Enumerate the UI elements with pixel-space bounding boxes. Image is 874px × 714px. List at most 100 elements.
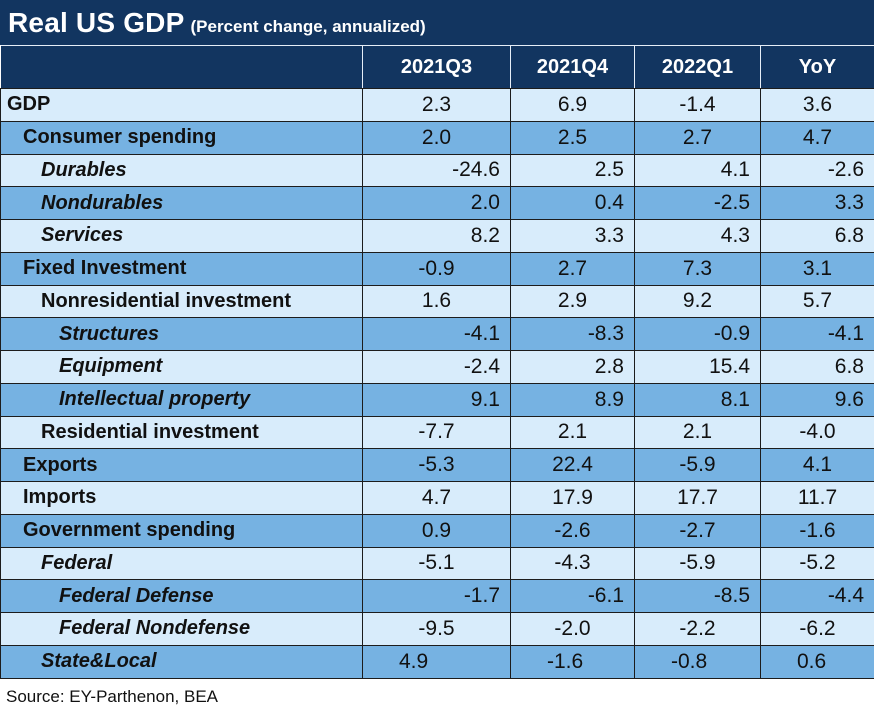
header-label-cell <box>0 45 363 89</box>
table-row: Imports 4.7 17.9 17.7 11.7 <box>0 481 874 515</box>
row-label: Durables <box>0 153 363 188</box>
value-cell-2022q1: 8.1 <box>634 382 761 417</box>
row-label: Federal Nondefense <box>0 612 363 646</box>
value-cell-2021q3: 2.3 <box>362 88 511 122</box>
value-cell-2021q3: -1.7 <box>362 579 511 613</box>
table-row: Residential investment -7.7 2.1 2.1 -4.0 <box>0 415 874 450</box>
header-col-2021q3: 2021Q3 <box>362 45 511 89</box>
value-cell-2021q3: 2.0 <box>362 186 511 220</box>
table-title: Real US GDP <box>8 7 185 38</box>
value-cell-2022q1: 17.7 <box>634 481 761 515</box>
table-row: GDP 2.3 6.9 -1.4 3.6 <box>0 88 874 122</box>
value-cell-yoy: -2.6 <box>760 153 874 188</box>
value-cell-2021q3: 4.7 <box>362 481 511 515</box>
value-cell-2022q1: -5.9 <box>634 546 761 581</box>
header-col-2021q4: 2021Q4 <box>510 45 635 89</box>
gdp-table: 2021Q3 2021Q4 2022Q1 YoY GDP 2.3 6.9 -1.4 3.… <box>0 45 874 679</box>
value-cell-2021q4: 2.8 <box>510 350 635 384</box>
row-label: Services <box>0 219 363 253</box>
value-cell-2022q1: 2.1 <box>634 415 761 450</box>
value-cell-2022q1: -0.8 <box>634 644 761 679</box>
row-label: Exports <box>0 448 363 482</box>
table-row: Fixed Investment -0.9 2.7 7.3 3.1 <box>0 251 874 286</box>
value-cell-2022q1: -5.9 <box>634 448 761 482</box>
value-cell-2022q1: -8.5 <box>634 579 761 613</box>
table-row: Structures -4.1 -8.3 -0.9 -4.1 <box>0 317 874 351</box>
source-note: Source: EY-Parthenon, BEA <box>6 687 219 706</box>
value-cell-2021q4: 2.7 <box>510 251 635 286</box>
value-cell-2021q4: 3.3 <box>510 219 635 253</box>
value-cell-yoy: 6.8 <box>760 350 874 384</box>
table-row: Federal -5.1 -4.3 -5.9 -5.2 <box>0 546 874 581</box>
value-cell-2021q3: -24.6 <box>362 153 511 188</box>
table-row: Nonresidential investment 1.6 2.9 9.2 5.7 <box>0 284 874 319</box>
value-cell-2022q1: 7.3 <box>634 251 761 286</box>
value-cell-2021q4: -6.1 <box>510 579 635 613</box>
value-cell-2021q3: 8.2 <box>362 219 511 253</box>
value-cell-2021q3: 0.9 <box>362 513 511 548</box>
table-row: Intellectual property 9.1 8.9 8.1 9.6 <box>0 382 874 417</box>
table-row: State&Local 4.9 -1.6 -0.8 0.6 <box>0 644 874 679</box>
value-cell-2021q3: -0.9 <box>362 251 511 286</box>
value-cell-2021q3: 2.0 <box>362 120 511 155</box>
table-row: Equipment -2.4 2.8 15.4 6.8 <box>0 350 874 384</box>
table-row: Exports -5.3 22.4 -5.9 4.1 <box>0 448 874 482</box>
row-label: Structures <box>0 317 363 351</box>
value-cell-2021q3: 9.1 <box>362 382 511 417</box>
value-cell-yoy: 9.6 <box>760 382 874 417</box>
header-row: 2021Q3 2021Q4 2022Q1 YoY <box>0 45 874 89</box>
value-cell-2021q3: 1.6 <box>362 284 511 319</box>
value-cell-yoy: -4.4 <box>760 579 874 613</box>
value-cell-2022q1: 15.4 <box>634 350 761 384</box>
row-label: GDP <box>0 88 363 122</box>
value-cell-2021q4: 2.5 <box>510 153 635 188</box>
table-subtitle: (Percent change, annualized) <box>190 17 426 36</box>
value-cell-2021q4: 2.5 <box>510 120 635 155</box>
value-cell-2021q3: -4.1 <box>362 317 511 351</box>
value-cell-2021q3: -7.7 <box>362 415 511 450</box>
value-cell-yoy: -5.2 <box>760 546 874 581</box>
value-cell-yoy: 6.8 <box>760 219 874 253</box>
value-cell-2021q3: -5.1 <box>362 546 511 581</box>
row-label: Nonresidential investment <box>0 284 363 319</box>
table-row: Consumer spending 2.0 2.5 2.7 4.7 <box>0 120 874 155</box>
value-cell-2022q1: -2.5 <box>634 186 761 220</box>
table-row: Services 8.2 3.3 4.3 6.8 <box>0 219 874 253</box>
value-cell-2022q1: 2.7 <box>634 120 761 155</box>
value-cell-2022q1: 9.2 <box>634 284 761 319</box>
table-row: Nondurables 2.0 0.4 -2.5 3.3 <box>0 186 874 220</box>
title-bar: Real US GDP (Percent change, annualized) <box>0 0 874 45</box>
table-row: Government spending 0.9 -2.6 -2.7 -1.6 <box>0 513 874 548</box>
table-row: Federal Defense -1.7 -6.1 -8.5 -4.4 <box>0 579 874 613</box>
row-label: Intellectual property <box>0 382 363 417</box>
row-label: Imports <box>0 481 363 515</box>
value-cell-2022q1: -0.9 <box>634 317 761 351</box>
value-cell-2022q1: -2.2 <box>634 612 761 646</box>
value-cell-yoy: -4.0 <box>760 415 874 450</box>
row-label: State&Local <box>0 644 363 679</box>
table-row: Durables -24.6 2.5 4.1 -2.6 <box>0 153 874 188</box>
row-label: Fixed Investment <box>0 251 363 286</box>
value-cell-yoy: 4.7 <box>760 120 874 155</box>
value-cell-yoy: 11.7 <box>760 481 874 515</box>
value-cell-2022q1: 4.3 <box>634 219 761 253</box>
row-label: Federal <box>0 546 363 581</box>
table-body: GDP 2.3 6.9 -1.4 3.6 Consumer spending 2.0 2.5 2… <box>0 88 874 679</box>
row-label: Government spending <box>0 513 363 548</box>
value-cell-2021q4: 0.4 <box>510 186 635 220</box>
table-row: Federal Nondefense -9.5 -2.0 -2.2 -6.2 <box>0 612 874 646</box>
value-cell-yoy: 0.6 <box>760 644 874 679</box>
value-cell-2021q4: -2.0 <box>510 612 635 646</box>
row-label: Consumer spending <box>0 120 363 155</box>
value-cell-2022q1: 4.1 <box>634 153 761 188</box>
value-cell-yoy: 3.1 <box>760 251 874 286</box>
value-cell-2021q4: 2.1 <box>510 415 635 450</box>
value-cell-2021q4: -2.6 <box>510 513 635 548</box>
value-cell-2022q1: -2.7 <box>634 513 761 548</box>
value-cell-2022q1: -1.4 <box>634 88 761 122</box>
value-cell-yoy: 3.3 <box>760 186 874 220</box>
value-cell-yoy: 3.6 <box>760 88 874 122</box>
header-col-2022q1: 2022Q1 <box>634 45 761 89</box>
value-cell-2021q4: 17.9 <box>510 481 635 515</box>
